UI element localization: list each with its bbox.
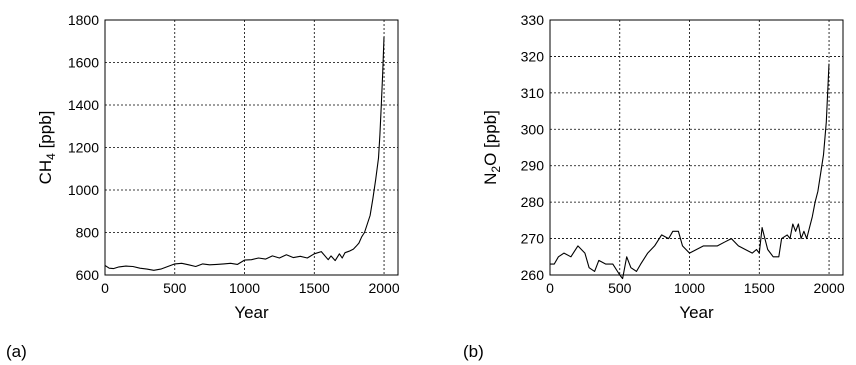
- chart-b-x-tick-label: 1500: [744, 280, 775, 296]
- chart-b-y-tick-label: 260: [521, 267, 545, 283]
- chart-b-y-tick-label: 330: [521, 12, 545, 28]
- chart-b-x-ticks: 0 500 1000 1500 2000: [546, 280, 845, 296]
- chart-b-y-tick-label: 320: [521, 48, 545, 64]
- chart-b-x-tick-label: 500: [608, 280, 632, 296]
- chart-a-ch4-series-line: [104, 36, 385, 271]
- chart-a-y-axis-label: CH4 [ppb]: [36, 111, 58, 185]
- chart-a-y-tick-label: 600: [76, 267, 100, 283]
- chart-b-y-axis-label: N2O [ppb]: [481, 110, 503, 185]
- chart-a-x-tick-label: 2000: [368, 280, 399, 296]
- chart-b-y-tick-label: 270: [521, 231, 545, 247]
- chart-a-panel-label: (a): [6, 342, 27, 361]
- chart-a-y-label-subscript: 4: [44, 153, 58, 160]
- chart-a-plot-frame: [104, 19, 399, 276]
- chart-b-x-tick-label: 0: [546, 280, 554, 296]
- chart-b-y-tick-label: 310: [521, 85, 545, 101]
- chart-a-y-label-main: CH: [36, 160, 55, 185]
- chart-b-y-label-main: N: [481, 173, 500, 185]
- chart-b-y-label-unit: O [ppb]: [481, 110, 500, 166]
- chart-b-y-tick-label: 290: [521, 158, 545, 174]
- chart-a-x-ticks: 0 500 1000 1500 2000: [101, 280, 400, 296]
- chart-b-x-tick-label: 1000: [674, 280, 705, 296]
- chart-b-y-label-subscript: 2: [489, 166, 503, 173]
- chart-b-y-tick-label: 300: [521, 121, 545, 137]
- chart-a-x-axis-label: Year: [234, 303, 269, 322]
- chart-a-grid: [105, 20, 398, 275]
- chart-a-y-tick-label: 1600: [68, 55, 99, 71]
- chart-a-x-tick-label: 1500: [299, 280, 330, 296]
- chart-b-y-tick-label: 280: [521, 194, 545, 210]
- chart-a-x-tick-label: 0: [101, 280, 109, 296]
- chart-b-plot-frame: [549, 19, 844, 276]
- chart-a-ch4: 0 500 1000 1500 2000 600 800 1000 1200 1400 1600 1…: [6, 12, 400, 361]
- chart-a-y-tick-label: 1800: [68, 12, 99, 28]
- chart-a-y-ticks: 600 800 1000 1200 1400 1600 1800: [68, 12, 99, 283]
- chart-b-x-tick-label: 2000: [813, 280, 844, 296]
- chart-b-n2o-series-line: [550, 63, 830, 280]
- chart-b-y-ticks: 260 270 280 290 300 310 320 330: [521, 12, 545, 283]
- chart-a-y-tick-label: 1400: [68, 97, 99, 113]
- chart-a-x-tick-label: 1000: [229, 280, 260, 296]
- chart-a-y-label-unit: [ppb]: [36, 111, 55, 154]
- chart-b-grid: [550, 20, 843, 275]
- chart-a-y-tick-label: 1200: [68, 140, 99, 156]
- chart-b-n2o: 0 500 1000 1500 2000 260 270 280 290 300 310 320 33…: [463, 12, 845, 361]
- chart-b-panel-label: (b): [463, 342, 484, 361]
- chart-a-y-tick-label: 800: [76, 225, 100, 241]
- chart-a-x-tick-label: 500: [163, 280, 187, 296]
- chart-a-y-tick-label: 1000: [68, 182, 99, 198]
- chart-b-x-axis-label: Year: [679, 303, 714, 322]
